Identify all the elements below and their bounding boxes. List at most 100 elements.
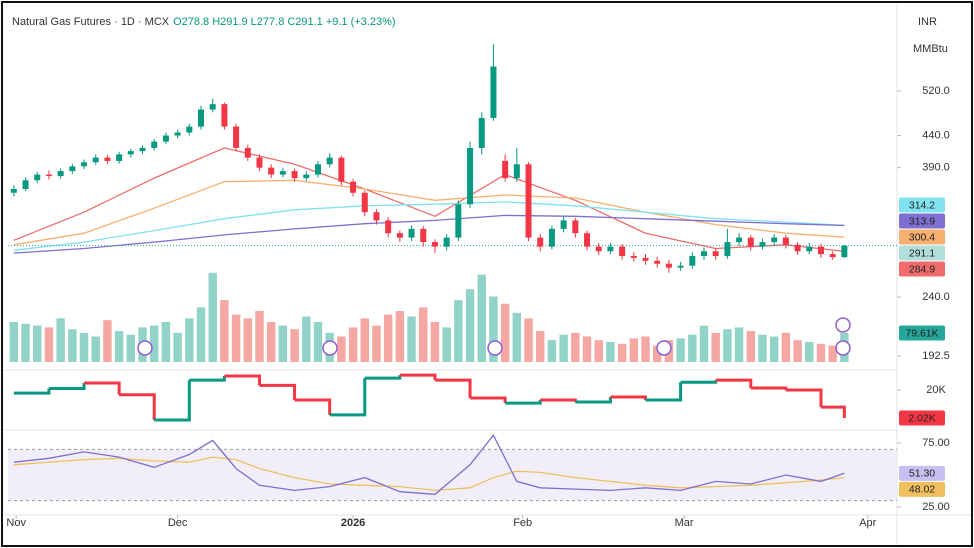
candle-body xyxy=(513,164,520,179)
volume-bar xyxy=(816,343,826,362)
y-tick-label: 75.00 xyxy=(922,437,950,449)
event-icon[interactable] xyxy=(835,317,851,333)
candle-body xyxy=(537,237,544,247)
volume-bar xyxy=(454,300,463,362)
volume-bar xyxy=(68,329,77,362)
volume-bar xyxy=(430,321,440,362)
candle-body xyxy=(817,246,824,255)
candle-body xyxy=(747,237,754,247)
event-icon[interactable] xyxy=(656,340,672,356)
moving-average-line xyxy=(13,201,845,251)
chart-header: Natural Gas Futures · 1D · MCX O278.8 H291… xyxy=(12,16,396,28)
price-badge-label: 291.1 xyxy=(909,247,935,259)
candle-body xyxy=(221,104,228,127)
volume-bar xyxy=(793,340,802,362)
ohlc-value: C291.1 xyxy=(287,16,322,28)
price-badge-label: 284.9 xyxy=(909,263,935,275)
volume-bar xyxy=(161,321,171,362)
candle-body xyxy=(104,157,111,161)
candle-body xyxy=(478,117,485,148)
candle-body xyxy=(654,260,661,264)
candle-body xyxy=(712,251,719,256)
volume-bar xyxy=(231,314,241,362)
indicator-step xyxy=(154,380,191,422)
unit-label: MMBtu xyxy=(913,43,948,55)
indicator-step xyxy=(294,398,332,415)
candle-body xyxy=(525,164,532,238)
volume-bar xyxy=(150,325,159,362)
indicator-step xyxy=(13,388,51,395)
candle-body xyxy=(127,151,134,155)
volume-bar xyxy=(688,334,697,362)
volume-bar xyxy=(477,274,486,362)
volume-bar xyxy=(419,307,428,362)
candle-body xyxy=(771,237,778,243)
indicator-step xyxy=(540,398,577,403)
indicator-step xyxy=(785,388,823,408)
indicator-step xyxy=(820,405,846,418)
candle-body xyxy=(560,220,567,229)
candle-body xyxy=(689,255,696,266)
volume-bar xyxy=(255,311,264,362)
candle-body xyxy=(806,246,813,252)
volume-bar xyxy=(302,316,311,362)
volume-bar xyxy=(524,318,533,362)
volume-bar xyxy=(9,321,19,362)
y-tick-label: 440.0 xyxy=(922,129,950,141)
y-tick-label: 390.0 xyxy=(922,162,950,174)
volume-bar xyxy=(266,321,276,362)
price-badge xyxy=(899,213,945,229)
volume-bar xyxy=(407,316,416,362)
volume-bar xyxy=(606,341,615,362)
moving-average-line xyxy=(13,214,845,254)
candle-body xyxy=(81,162,88,167)
candle-body xyxy=(10,189,17,193)
volume-bar xyxy=(79,332,89,362)
y-tick-label: 20K xyxy=(926,384,946,396)
rsi-ma-badge-label: 48.02 xyxy=(909,484,935,496)
candle-body xyxy=(677,265,684,268)
y-tick-label: 25.00 xyxy=(922,501,950,513)
candle-body xyxy=(139,147,146,152)
volume-bar xyxy=(395,311,405,362)
candle-body xyxy=(665,263,672,268)
indicator-step xyxy=(470,396,507,404)
event-icon[interactable] xyxy=(835,340,851,356)
candle-body xyxy=(385,220,392,234)
event-icon[interactable] xyxy=(322,340,338,356)
x-tick-label: Apr xyxy=(859,517,876,529)
candle-body xyxy=(455,204,462,238)
candle-body xyxy=(467,147,474,205)
volume-bar xyxy=(383,314,393,362)
candle-body xyxy=(314,164,321,175)
price-badge-label: 313.9 xyxy=(909,215,935,227)
event-icon[interactable] xyxy=(137,340,153,356)
candle-body xyxy=(572,220,579,234)
volume-bar xyxy=(91,336,100,362)
event-icon[interactable] xyxy=(487,340,503,356)
indicator-step xyxy=(399,373,437,381)
price-badge xyxy=(899,197,945,213)
indicator-step xyxy=(505,399,542,405)
candle-body xyxy=(794,244,801,252)
volume-bar xyxy=(220,300,229,362)
candle-body xyxy=(548,228,555,247)
volume-bar xyxy=(653,345,662,362)
candle-body xyxy=(829,254,836,258)
x-tick-label: 2026 xyxy=(341,517,365,529)
candle-body xyxy=(619,246,626,256)
volume-bar xyxy=(348,327,358,362)
volume-bar xyxy=(559,334,568,362)
volume-bar xyxy=(360,318,369,362)
volume-bar xyxy=(746,331,755,362)
x-tick-label: Mar xyxy=(675,517,694,529)
candle-body xyxy=(724,242,731,256)
volume-bar xyxy=(512,312,522,362)
indicator-step xyxy=(119,393,156,421)
volume-bar xyxy=(103,320,112,362)
candle-body xyxy=(151,141,158,148)
candle-body xyxy=(57,171,64,177)
candle-body xyxy=(420,228,427,243)
y-tick-label: 520.0 xyxy=(922,85,950,97)
